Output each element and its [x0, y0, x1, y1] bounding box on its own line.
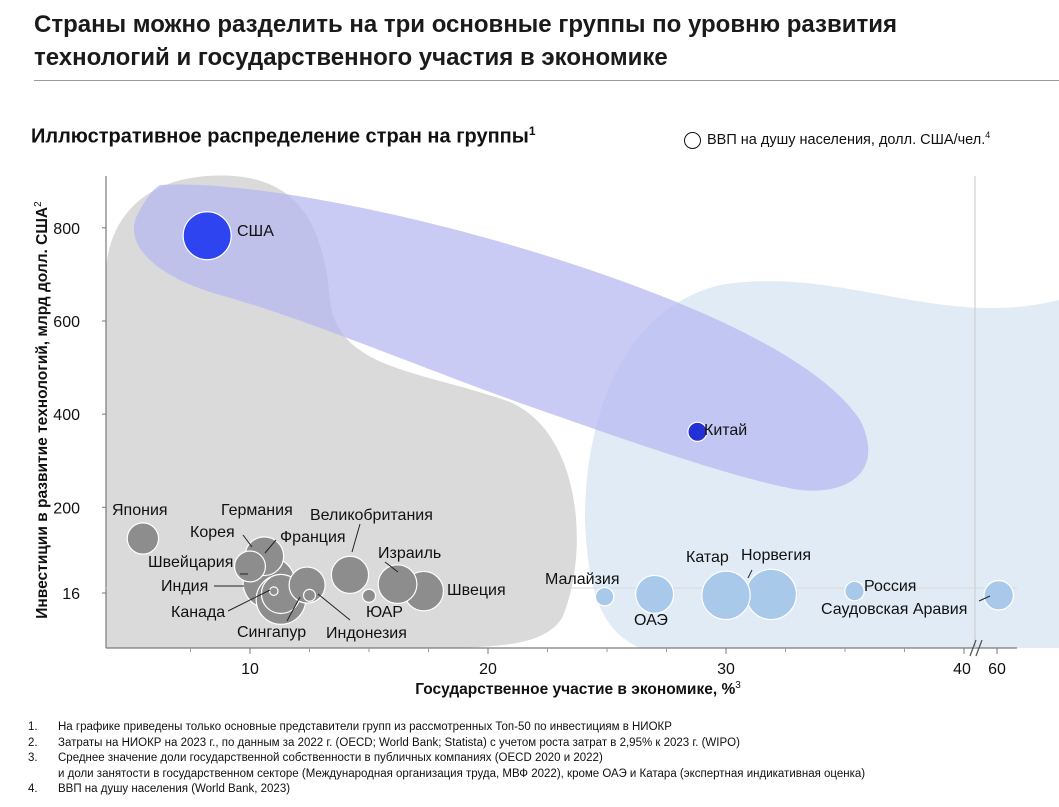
chart-subtitle: Иллюстративное распределение стран на гр…: [31, 124, 536, 149]
y-tick-label: 600: [53, 314, 80, 331]
bubble-ОАЭ: [635, 574, 675, 614]
title-divider: [34, 80, 1059, 81]
label-ОАЭ: ОАЭ: [634, 612, 668, 629]
legend-footnote-ref: 4: [985, 130, 991, 140]
bubble-Израиль: [377, 564, 418, 605]
label-Германия: Германия: [221, 502, 293, 519]
footnote: 4. ВВП на душу населения (World Bank, 202…: [28, 782, 1053, 798]
footnote-number: [28, 767, 58, 783]
y-tick-label: 200: [53, 500, 80, 517]
x-tick-label: 60: [988, 661, 1006, 678]
label-Катар: Катар: [686, 549, 729, 566]
label-Швеция: Швеция: [447, 582, 506, 599]
label-Китай: Китай: [704, 422, 747, 439]
bubble-Корея: [233, 550, 267, 583]
label-США: США: [237, 223, 274, 240]
bubble-США: [182, 211, 232, 261]
footnote: 1. На графике приведены только основные п…: [28, 720, 1053, 736]
y-tick-label: 16: [62, 586, 80, 603]
bubble-Великобритания: [330, 555, 370, 595]
bubble-Россия: [844, 580, 865, 602]
footnotes: 1. На графике приведены только основные п…: [28, 720, 1053, 798]
y-axis-label-footnote-ref: 2: [33, 201, 44, 207]
leader-line: [978, 595, 991, 602]
bubble-labels: США Китай Япония Корея Германия Швейцария Инди…: [112, 223, 967, 642]
label-Норвегия: Норвегия: [741, 547, 811, 564]
bubble-Индонезия: [302, 588, 317, 602]
footnote: 3. Среднее значение доли государственной …: [28, 751, 1053, 767]
bubble-Франция: [288, 566, 326, 604]
footnote-number: 3.: [28, 752, 38, 764]
leader-line: [351, 523, 361, 553]
bubble-ЮАР: [361, 588, 377, 603]
bubbles: [126, 211, 1014, 625]
leader-line: [242, 534, 253, 548]
axis-break-mark: [969, 639, 977, 657]
x-axis-label: Государственное участие в экономике, %3: [415, 680, 741, 698]
bubble-Китай: [687, 421, 708, 442]
leader-line: [384, 561, 399, 573]
label-Япония: Япония: [112, 502, 168, 519]
x-axis-label-text: Государственное участие в экономике, %: [415, 681, 735, 698]
label-Великобритания: Великобритания: [310, 507, 433, 524]
bubble-Индия: [268, 586, 279, 596]
footnote-number: 4.: [28, 783, 38, 795]
leader-line: [317, 593, 351, 621]
label-Саудовская Аравия: Саудовская Аравия: [821, 601, 967, 618]
legend-label: ВВП на душу населения, долл. США/чел.: [707, 131, 986, 148]
bubble-Норвегия: [745, 568, 797, 621]
y-tick-label: 400: [53, 407, 80, 424]
leader-line: [227, 589, 271, 612]
chart-legend: ВВП на душу населения, долл. США/чел.4: [684, 130, 990, 149]
axis-break-mark: [975, 639, 983, 657]
x-tick-label: 10: [241, 661, 259, 678]
x-axis-label-footnote-ref: 3: [735, 680, 741, 691]
bubble-Саудовская Аравия: [983, 580, 1014, 611]
leader-line: [747, 569, 753, 579]
label-ЮАР: ЮАР: [366, 604, 403, 621]
purple-group-region: [133, 184, 869, 491]
group-regions: [106, 175, 1059, 648]
chart-subtitle-footnote-ref: 1: [528, 124, 536, 138]
bubble-legend-icon: [684, 131, 701, 149]
footnote-number: 2.: [28, 736, 38, 749]
x-tick-label: 20: [479, 661, 497, 678]
footnote-text: На графике приведены только основные пре…: [58, 721, 672, 733]
bubble-Япония: [126, 522, 160, 555]
y-axis-label-text: Инвестиции в развитие технологий, млрд д…: [34, 207, 51, 619]
label-Индия: Индия: [161, 578, 208, 595]
label-Россия: Россия: [864, 578, 916, 595]
label-Канада: Канада: [171, 604, 225, 621]
x-tick-label: 40: [953, 661, 971, 678]
label-Индонезия: Индонезия: [326, 625, 407, 642]
label-Корея: Корея: [190, 524, 235, 541]
footnote-text: Затраты на НИОКР на 2023 г., по данным з…: [58, 736, 740, 749]
axes: 16 200 400 600 800 10 20 30 40 60 Государственное …: [33, 201, 1006, 698]
bubble-chart: 16 200 400 600 800 10 20 30 40 60 Государственное …: [33, 175, 1059, 698]
x-tick-label: 30: [717, 661, 735, 678]
footnote: 2. Затраты на НИОКР на 2023 г., по данным…: [28, 736, 1053, 752]
chart-subtitle-text: Иллюстративное распределение стран на гр…: [31, 125, 529, 148]
y-axis-label: Инвестиции в развитие технологий, млрд д…: [33, 201, 51, 619]
y-tick-label: 800: [53, 221, 80, 238]
label-Франция: Франция: [280, 529, 346, 546]
label-leader-lines: [214, 523, 991, 622]
footnote-text: Среднее значение доли государственной со…: [58, 752, 603, 764]
footnote-number: 1.: [28, 721, 38, 733]
leader-line: [264, 539, 277, 554]
label-Швейцария: Швейцария: [148, 554, 233, 571]
footnote-text: и доли занятости в государственном секто…: [58, 767, 866, 780]
leader-line: [286, 596, 301, 622]
label-Израиль: Израиль: [378, 545, 441, 562]
label-Малайзия: Малайзия: [545, 571, 620, 588]
label-Сингапур: Сингапур: [237, 624, 306, 641]
bubble-Катар: [701, 570, 751, 621]
footnote-text: ВВП на душу населения (World Bank, 2023): [58, 783, 291, 795]
bubble-Малайзия: [594, 586, 615, 607]
footnote: и доли занятости в государственном секто…: [28, 767, 1053, 783]
page-title: Страны можно разделить на три основные г…: [34, 11, 898, 71]
